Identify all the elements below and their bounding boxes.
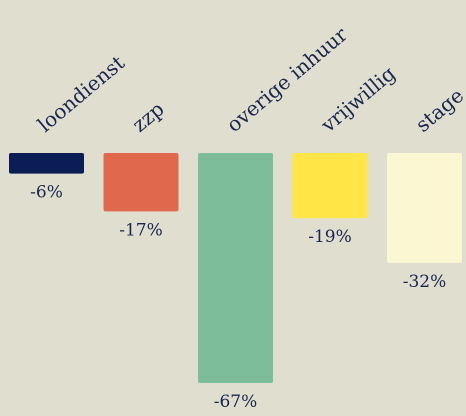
bar-vrijwillig (292, 153, 368, 219)
category-label: vrijwillig (316, 61, 400, 137)
bar-zzp (103, 153, 179, 212)
bar-overige-inhuur (198, 153, 273, 383)
bar-loondienst (9, 153, 84, 174)
value-label: -17% (119, 220, 163, 240)
value-label: -32% (403, 272, 447, 292)
value-label: -19% (308, 227, 352, 247)
value-labels-group: -6% -17% -67% -19% -32% (30, 183, 446, 412)
value-label: -6% (30, 183, 63, 203)
category-label: stage (411, 83, 466, 137)
bars-group (9, 153, 462, 383)
category-label: zzp (127, 97, 168, 137)
value-label: -67% (214, 392, 258, 412)
bar-stage (387, 153, 462, 263)
category-label: loondienst (33, 51, 129, 137)
